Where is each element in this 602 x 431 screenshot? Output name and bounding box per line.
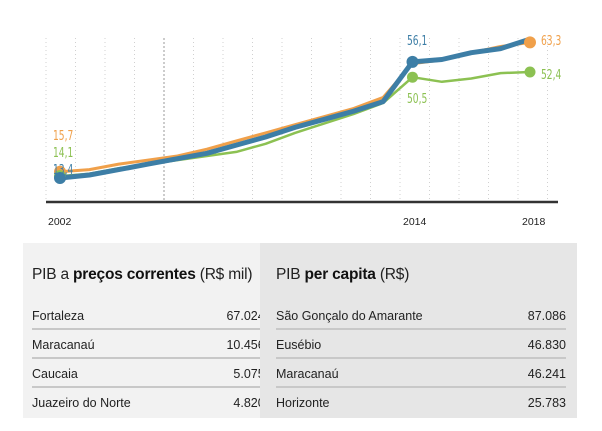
title-prefix: PIB a bbox=[32, 266, 74, 283]
label-green-start: 14,1 bbox=[53, 145, 73, 161]
data-labels: 15,7 14,1 13,4 56,1 50,5 63,3 52,4 bbox=[53, 33, 562, 178]
city-name: Fortaleza bbox=[32, 309, 85, 323]
title-suffix: (R$ mil) bbox=[195, 266, 253, 283]
table-title: PIB a preços correntes (R$ mil) bbox=[32, 266, 253, 284]
title-prefix: PIB bbox=[276, 266, 305, 283]
x-tick-labels: 2002 2014 2018 bbox=[48, 216, 546, 228]
marker-green-2018 bbox=[524, 66, 536, 78]
title-bold: per capita bbox=[304, 266, 376, 283]
x-tick-2014: 2014 bbox=[403, 216, 427, 228]
table-pib-per-capita: PIB per capita (R$) São Gonçalo do Amara… bbox=[260, 243, 577, 418]
gridlines bbox=[45, 38, 548, 200]
table-row: Eusébio 46.830 bbox=[276, 330, 566, 359]
series-line-orange bbox=[58, 40, 532, 174]
x-tick-2002: 2002 bbox=[48, 216, 72, 228]
label-orange-start: 15,7 bbox=[53, 128, 73, 144]
city-name: Maracanaú bbox=[32, 338, 95, 352]
title-bold: preços correntes bbox=[73, 266, 196, 283]
series-lines bbox=[57, 36, 533, 181]
label-blue-start: 13,4 bbox=[53, 162, 74, 178]
city-name: São Gonçalo do Amarante bbox=[276, 309, 423, 323]
label-green-2014: 50,5 bbox=[407, 91, 427, 107]
table-title: PIB per capita (R$) bbox=[276, 266, 409, 284]
series-line-blue bbox=[57, 36, 533, 181]
title-suffix: (R$) bbox=[375, 266, 410, 283]
table-row: Fortaleza 67.024.088 bbox=[32, 301, 289, 330]
table-row: Maracanaú 46.241 bbox=[276, 359, 566, 388]
label-green-2018: 52,4 bbox=[541, 67, 562, 83]
table-rows: Fortaleza 67.024.088 Maracanaú 10.456.282 … bbox=[32, 301, 289, 417]
table-pib-precos-correntes: PIB a preços correntes (R$ mil) Fortalez… bbox=[23, 243, 289, 418]
pib-line-chart: 15,7 14,1 13,4 56,1 50,5 63,3 52,4 2002 … bbox=[45, 33, 562, 228]
city-value: 46.241 bbox=[527, 367, 566, 381]
city-name: Maracanaú bbox=[276, 367, 339, 381]
city-name: Eusébio bbox=[276, 338, 322, 352]
city-name: Horizonte bbox=[276, 396, 330, 410]
table-row: Juazeiro do Norte4.820.056 bbox=[32, 388, 289, 417]
marker-blue-2002 bbox=[54, 172, 66, 184]
table-row: São Gonçalo do Amarante 87.086 bbox=[276, 301, 566, 330]
label-blue-2014: 56,1 bbox=[407, 33, 427, 49]
city-value: 87.086 bbox=[527, 309, 566, 323]
marker-orange-2018 bbox=[524, 36, 536, 49]
city-value: 46.830 bbox=[527, 338, 566, 352]
table-row: Horizonte 25.783 bbox=[276, 388, 566, 417]
label-orange-2018: 63,3 bbox=[541, 33, 561, 49]
x-tick-2018: 2018 bbox=[522, 216, 546, 228]
marker-blue-2014 bbox=[406, 55, 419, 68]
table-rows: São Gonçalo do Amarante 87.086 Eusébio 46.… bbox=[276, 301, 566, 417]
table-row: Maracanaú 10.456.282 bbox=[32, 330, 289, 359]
marker-green-2014 bbox=[407, 71, 418, 83]
city-value: 25.783 bbox=[527, 396, 566, 410]
table-row: Caucaia5.075.424 bbox=[32, 359, 289, 388]
city-name: Juazeiro do Norte bbox=[32, 396, 131, 410]
city-name: Caucaia bbox=[32, 367, 78, 381]
series-markers bbox=[54, 36, 536, 184]
